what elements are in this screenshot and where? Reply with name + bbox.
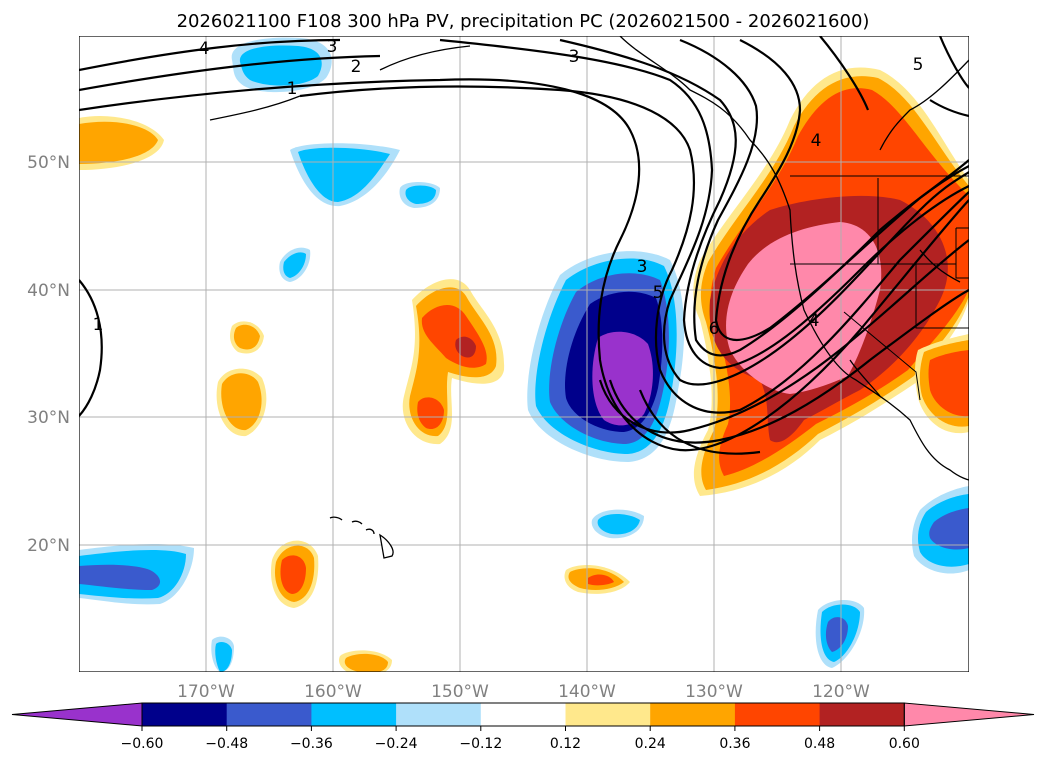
pv-contour-labels: 4 3 2 1 3 5 3 5 6 4 4 1 bbox=[93, 37, 924, 339]
map-panel: 4 3 2 1 3 5 3 5 6 4 4 1 bbox=[79, 36, 969, 672]
figure-title: 2026021100 F108 300 hPa PV, precipitatio… bbox=[177, 11, 870, 32]
negative-patch-aleutian bbox=[231, 37, 332, 93]
pv-label: 5 bbox=[653, 283, 664, 303]
lat-label: 40°N bbox=[27, 281, 70, 301]
positive-patch-central bbox=[402, 279, 630, 594]
colorbar-segment bbox=[396, 703, 482, 726]
lon-label: 120°W bbox=[812, 682, 870, 702]
colorbar-extend-max bbox=[903, 702, 1035, 727]
lon-label: 140°W bbox=[558, 682, 616, 702]
colorbar: −0.60 −0.48 −0.36 −0.24 −0.12 0.12 0.24 0.36 0.4… bbox=[11, 702, 1035, 752]
colorbar-tick-label: 0.24 bbox=[635, 736, 666, 752]
colorbar-segment bbox=[480, 703, 566, 726]
lon-label: 160°W bbox=[304, 682, 362, 702]
negative-patch-tropics bbox=[79, 486, 969, 672]
colorbar-tick-label: −0.48 bbox=[205, 736, 248, 752]
colorbar-segment bbox=[142, 703, 228, 726]
negative-patch-gulf bbox=[279, 143, 440, 282]
pv-label: 3 bbox=[637, 257, 648, 277]
pv-label: 5 bbox=[913, 55, 924, 75]
positive-dipole-center bbox=[693, 67, 969, 496]
colorbar-tick-label: −0.12 bbox=[459, 736, 502, 752]
pv-label: 3 bbox=[327, 37, 338, 57]
pv-label: 3 bbox=[569, 47, 580, 67]
longitude-labels: 170°W 160°W 150°W 140°W 130°W 120°W bbox=[177, 682, 870, 702]
lon-label: 170°W bbox=[177, 682, 235, 702]
colorbar-tick-label: −0.60 bbox=[121, 736, 164, 752]
lon-label: 130°W bbox=[685, 682, 743, 702]
pv-label: 6 bbox=[709, 319, 720, 339]
colorbar-tick-label: 0.12 bbox=[550, 736, 581, 752]
precip-shading bbox=[79, 37, 969, 672]
lon-label: 150°W bbox=[431, 682, 489, 702]
lat-label: 20°N bbox=[27, 536, 70, 556]
positive-patch-west bbox=[79, 116, 392, 672]
colorbar-tick-label: 0.60 bbox=[889, 736, 920, 752]
pv-label: 1 bbox=[93, 315, 104, 335]
colorbar-frame bbox=[141, 702, 905, 727]
pv-label: 1 bbox=[287, 79, 298, 99]
pv-label: 4 bbox=[809, 311, 820, 331]
colorbar-segment bbox=[565, 703, 651, 726]
colorbar-segment bbox=[734, 703, 821, 726]
lat-label: 30°N bbox=[27, 408, 70, 428]
pv-label: 4 bbox=[811, 131, 822, 151]
colorbar-segment bbox=[311, 703, 397, 726]
colorbar-tick-label: 0.48 bbox=[804, 736, 835, 752]
colorbar-tick-label: 0.36 bbox=[719, 736, 750, 752]
colorbar-segment bbox=[819, 703, 905, 726]
latitude-labels: 50°N 40°N 30°N 20°N bbox=[27, 153, 70, 556]
colorbar-tick-label: −0.24 bbox=[375, 736, 418, 752]
pv-label: 2 bbox=[351, 57, 362, 77]
lat-label: 50°N bbox=[27, 153, 70, 173]
pv-contours bbox=[79, 36, 969, 455]
negative-dipole-center bbox=[527, 251, 685, 462]
colorbar-segment bbox=[226, 703, 312, 726]
colorbar-extend-min bbox=[11, 702, 143, 727]
colorbar-tick-label: −0.36 bbox=[290, 736, 333, 752]
pv-label: 4 bbox=[199, 39, 210, 59]
colorbar-segment bbox=[650, 703, 736, 726]
